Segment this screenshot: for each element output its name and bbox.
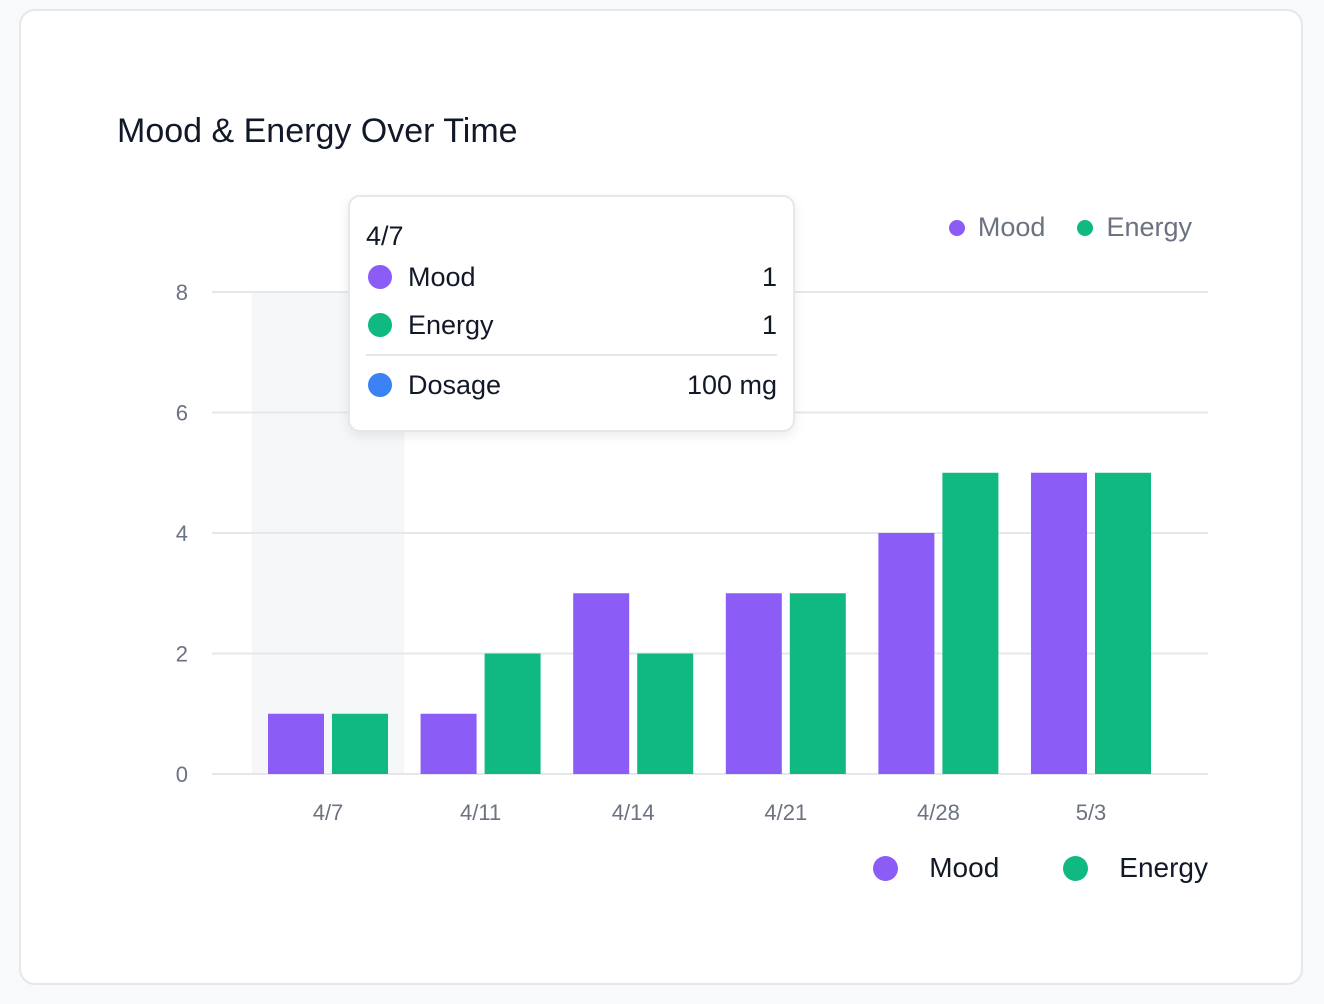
bar-energy[interactable] — [789, 593, 846, 774]
tooltip-divider — [366, 354, 777, 356]
legend-bottom-item-energy[interactable]: Energy — [1063, 852, 1208, 884]
energy-legend-dot — [1077, 219, 1094, 236]
x-tick-label: 4/7 — [313, 800, 344, 825]
legend-bottom: Mood Energy — [873, 852, 1208, 884]
bar-energy[interactable] — [942, 472, 999, 774]
legend-top-label-mood: Mood — [977, 212, 1046, 242]
energy-legend-dot — [1063, 855, 1089, 881]
x-tick-label: 5/3 — [1076, 800, 1107, 825]
y-tick-label: 4 — [176, 521, 188, 546]
chart-title: Mood & Energy Over Time — [117, 112, 518, 150]
legend-top-label-energy: Energy — [1106, 212, 1192, 242]
y-tick-label: 8 — [176, 280, 188, 305]
mood-legend-dot — [948, 219, 965, 236]
bar-energy[interactable] — [637, 653, 694, 775]
tooltip-value-dosage: 100 mg — [686, 369, 777, 400]
legend-top: Mood Energy — [948, 212, 1192, 243]
tooltip-label-dosage: Dosage — [408, 369, 502, 400]
y-tick-label: 2 — [176, 642, 188, 667]
tooltip-row-energy: Energy 1 — [366, 301, 777, 349]
tooltip-label-mood: Mood — [408, 261, 476, 292]
tooltip-value-mood: 1 — [761, 261, 777, 292]
tooltip-label-energy: Energy — [408, 309, 494, 340]
tooltip-row-mood: Mood 1 — [366, 253, 777, 301]
bar-energy[interactable] — [484, 653, 541, 775]
legend-bottom-label-energy: Energy — [1119, 852, 1208, 883]
bar-mood[interactable] — [1031, 472, 1087, 774]
legend-bottom-item-mood[interactable]: Mood — [873, 852, 999, 884]
dosage-dot-icon — [368, 373, 392, 397]
y-tick-label: 6 — [176, 401, 188, 426]
tooltip-value-energy: 1 — [761, 309, 777, 340]
tooltip-row-dosage: Dosage 100 mg — [366, 361, 777, 409]
legend-top-item-energy[interactable]: Energy — [1077, 212, 1192, 243]
x-tick-label: 4/21 — [764, 800, 807, 825]
bar-energy[interactable] — [332, 713, 388, 774]
y-tick-label: 0 — [176, 762, 188, 787]
mood-dot-icon — [368, 265, 392, 289]
legend-top-item-mood[interactable]: Mood — [948, 212, 1046, 243]
x-tick-label: 4/14 — [612, 800, 655, 825]
chart-card — [19, 9, 1303, 985]
tooltip-date: 4/7 — [366, 221, 404, 251]
bar-mood[interactable] — [878, 533, 935, 774]
bar-mood[interactable] — [420, 713, 477, 774]
bar-energy[interactable] — [1095, 472, 1151, 774]
mood-legend-dot — [873, 855, 899, 881]
bar-mood[interactable] — [725, 593, 782, 774]
x-tick-label: 4/11 — [460, 800, 501, 825]
chart-tooltip: 4/7 Mood 1 Energy 1 Dosage 100 mg — [348, 195, 795, 432]
legend-bottom-label-mood: Mood — [929, 852, 1000, 883]
bar-mood[interactable] — [268, 713, 324, 774]
bar-mood[interactable] — [573, 593, 630, 774]
energy-dot-icon — [368, 313, 392, 337]
x-tick-label: 4/28 — [917, 800, 960, 825]
